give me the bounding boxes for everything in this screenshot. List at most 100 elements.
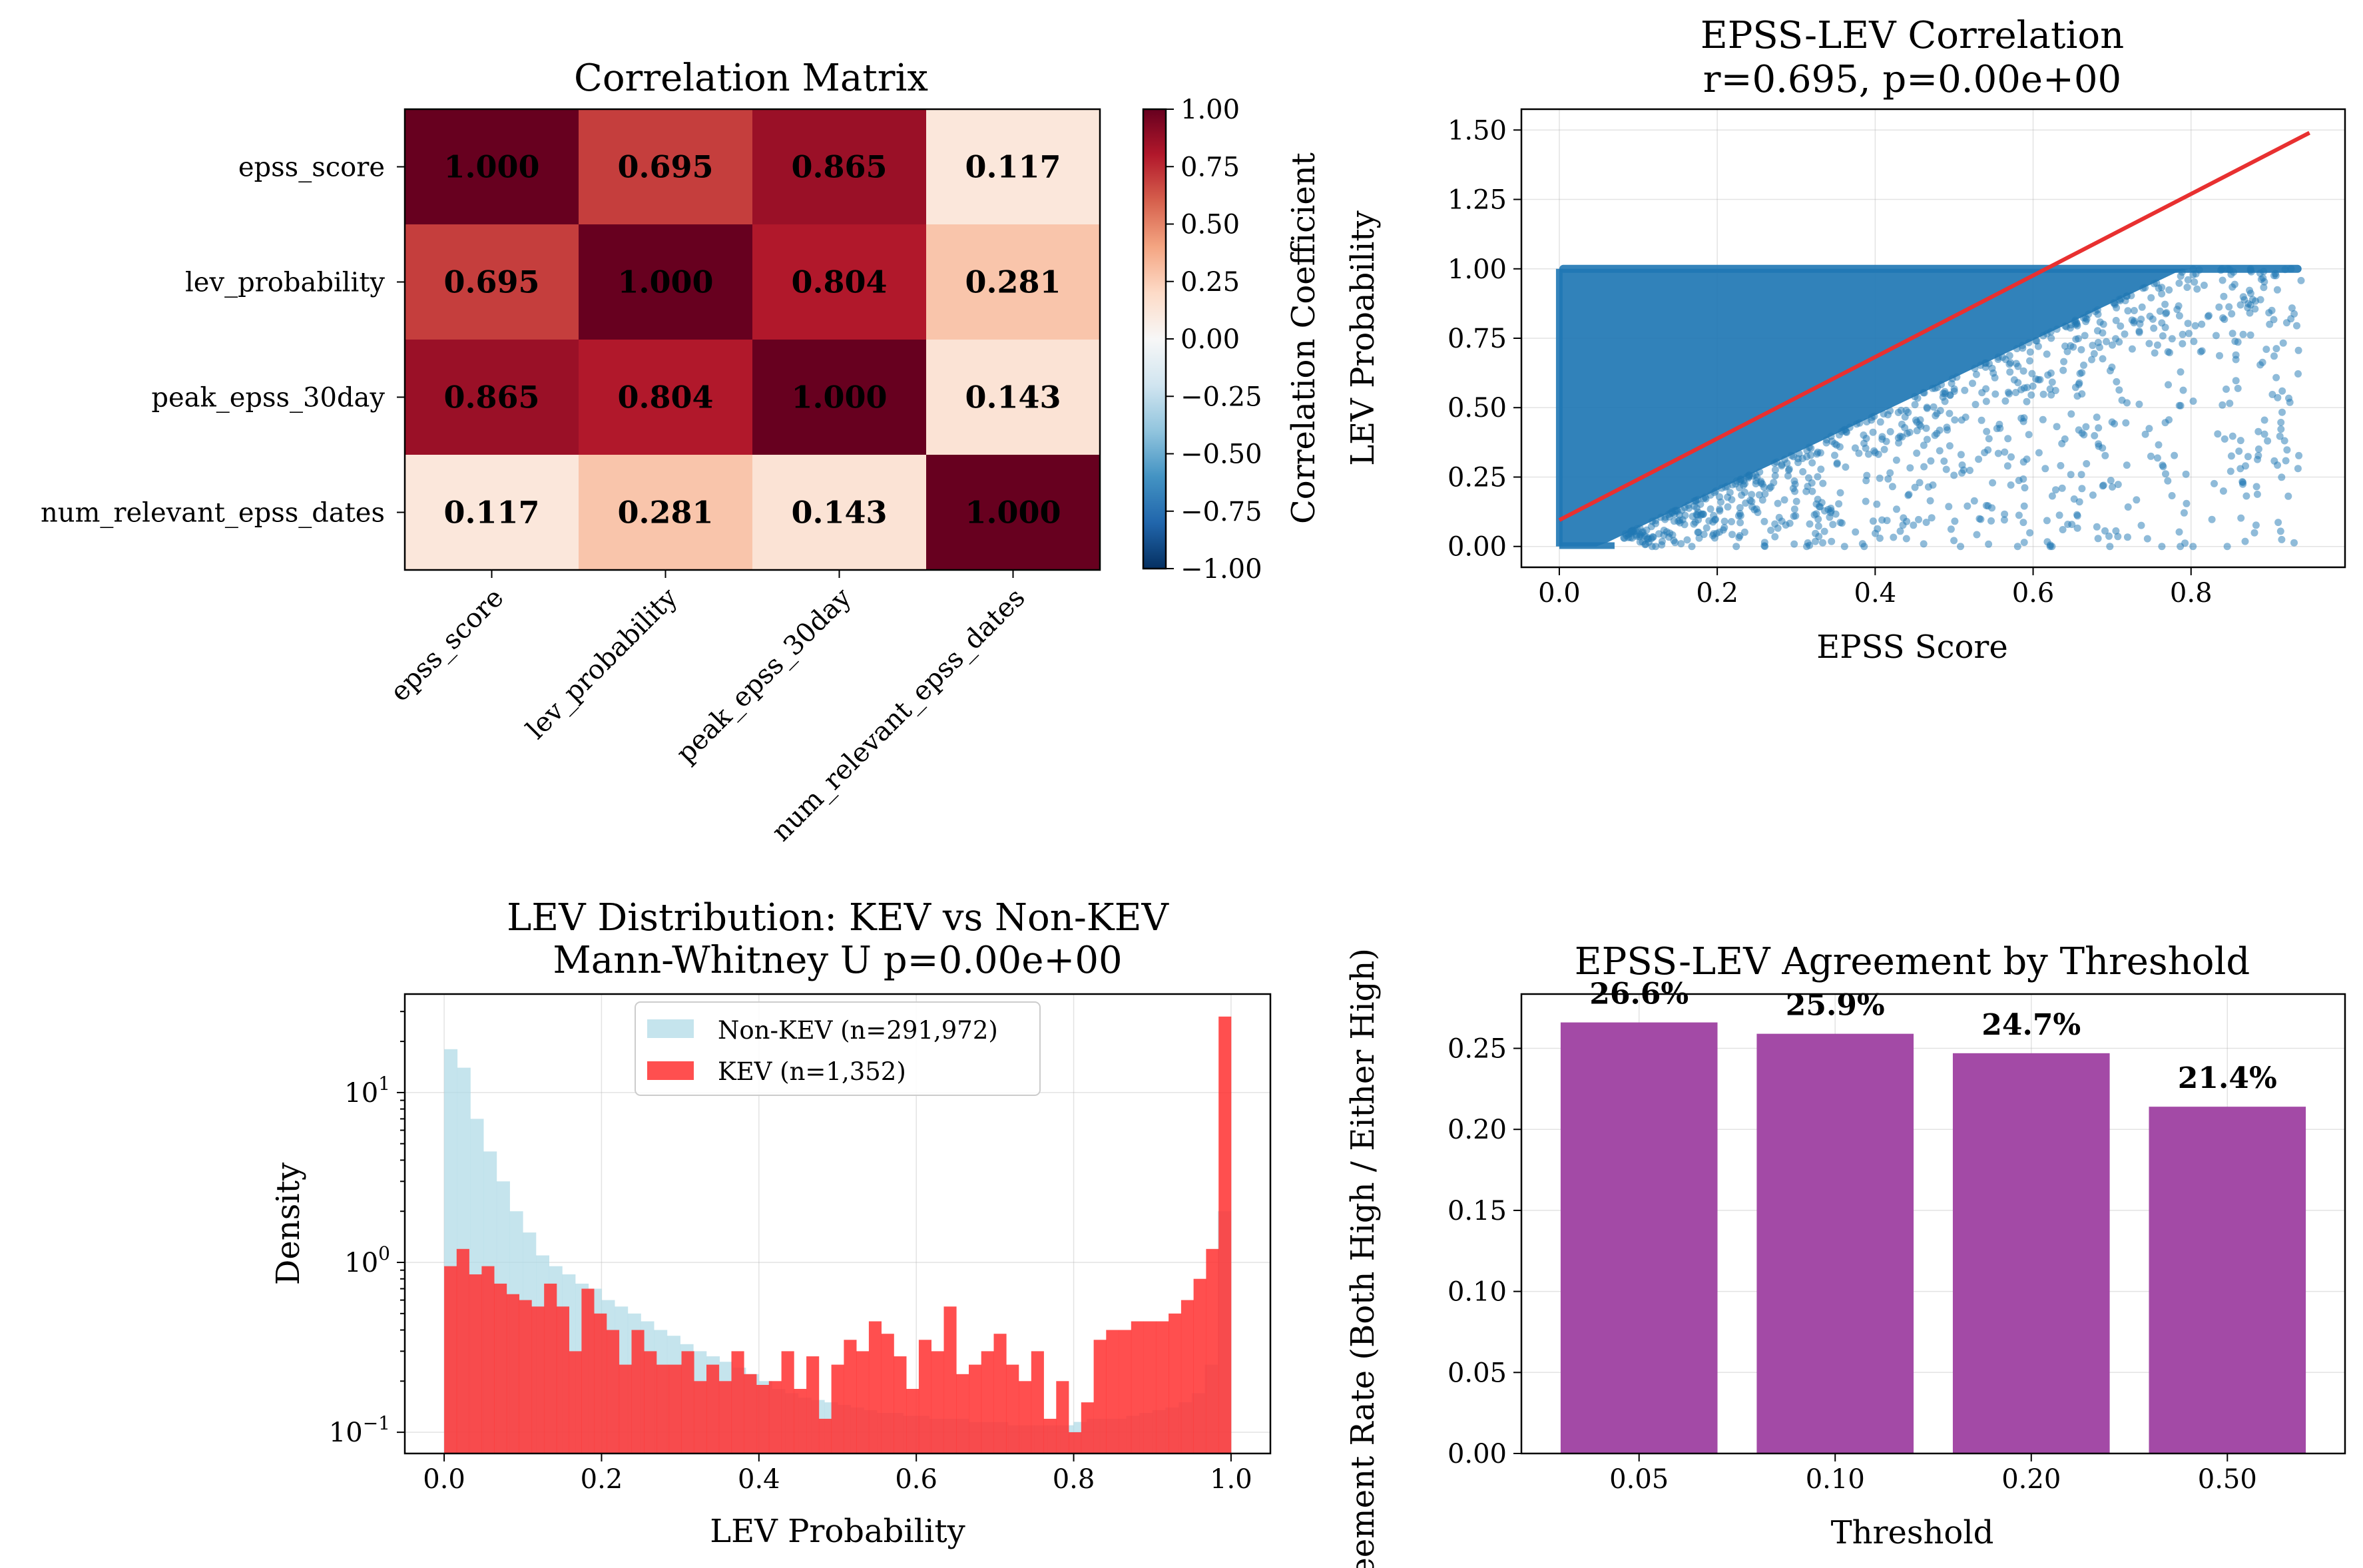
scatter-point: [2109, 341, 2116, 349]
scatter-point: [1936, 407, 1944, 415]
scatter-point: [1902, 535, 1910, 543]
scatter-point: [1676, 516, 1684, 524]
scatter-point: [2019, 475, 2027, 483]
bar-threshold-0.50: [2149, 1107, 2306, 1453]
scatter-point: [2159, 461, 2167, 469]
scatter-point: [2182, 470, 2190, 478]
scatter-point: [2280, 437, 2288, 445]
scatter-point: [2180, 509, 2188, 517]
scatter-point: [2043, 538, 2051, 546]
scatter-point: [1783, 459, 1791, 467]
bar-ytick-label: 0.10: [1447, 1277, 1507, 1308]
scatter-point: [2053, 423, 2061, 431]
scatter-point: [1671, 539, 1679, 547]
hist-bar-kev: [469, 1274, 482, 1453]
scatter-point: [1864, 450, 1872, 458]
lev-histogram-panel: LEV Distribution: KEV vs Non-KEV Mann-Wh…: [270, 896, 1272, 1550]
hist-bar-kev: [1019, 1381, 1032, 1453]
heatmap-cell-0-3: [926, 109, 1101, 225]
heatmap-cell-3-2: [752, 455, 927, 571]
scatter-point: [2061, 342, 2069, 350]
scatter-point: [2274, 519, 2282, 527]
scatter-point: [2179, 330, 2187, 338]
scatter-point: [1966, 467, 1973, 474]
scatter-point: [1835, 500, 1843, 508]
heatmap-cell-label-2-2: 1.000: [791, 380, 887, 415]
scatter-point: [1851, 444, 1859, 452]
scatter-point: [1716, 493, 1723, 501]
scatter-point: [1928, 514, 1936, 522]
scatter-point: [2274, 393, 2282, 401]
scatter-point: [2088, 356, 2095, 364]
scatter-point: [2091, 431, 2099, 439]
scatter-point: [2130, 317, 2138, 325]
scatter-point: [2095, 424, 2103, 432]
scatter-point: [2294, 370, 2302, 378]
hist-bar-kev: [581, 1288, 595, 1453]
scatter-point: [1724, 503, 1732, 511]
scatter-point: [2099, 320, 2107, 328]
scatter-point: [2183, 284, 2191, 291]
bar-bars: [1560, 1022, 2306, 1453]
heatmap-ytick-label: num_relevant_epss_dates: [41, 498, 385, 529]
scatter-point: [1941, 397, 1949, 405]
scatter-point: [2094, 535, 2102, 543]
scatter-point: [2145, 425, 2153, 433]
scatter-point: [2200, 282, 2208, 289]
scatter-regression-line: [1558, 131, 2311, 522]
hist-title-line1: LEV Distribution: KEV vs Non-KEV: [507, 896, 1169, 939]
scatter-point: [1906, 464, 1914, 472]
scatter-point: [1951, 416, 1959, 424]
hist-bar-kev: [556, 1306, 569, 1453]
scatter-point: [2043, 350, 2051, 358]
scatter-point: [1836, 519, 1844, 527]
scatter-point: [2067, 342, 2075, 350]
heatmap-cell-3-0: [405, 455, 579, 571]
scatter-point: [1913, 449, 1921, 457]
scatter-point: [1927, 457, 1935, 465]
scatter-point: [1832, 510, 1840, 518]
scatter-point: [1789, 485, 1797, 493]
scatter-point: [1896, 527, 1904, 535]
scatter-point: [1814, 522, 1822, 530]
scatter-point: [1868, 413, 1876, 421]
scatter-point: [2070, 495, 2078, 503]
hist-bar-kev: [1131, 1321, 1144, 1453]
scatter-point: [1862, 497, 1870, 505]
scatter-point: [1708, 531, 1716, 539]
colorbar-label: Correlation Coefficient: [1285, 152, 1322, 524]
scatter-point: [1842, 463, 1850, 471]
hist-bar-kev: [718, 1381, 732, 1453]
scatter-point: [2026, 357, 2033, 365]
scatter-point: [2277, 419, 2285, 426]
scatter-point: [2287, 265, 2295, 273]
scatter-point: [1833, 459, 1841, 467]
scatter-point: [1882, 437, 1890, 445]
scatter-point: [2032, 337, 2040, 345]
scatter-point: [2285, 394, 2292, 402]
scatter-point: [2071, 320, 2079, 328]
scatter-point: [1856, 419, 1864, 427]
scatter-point: [2158, 290, 2166, 298]
scatter-point: [2124, 307, 2132, 315]
scatter-point: [1942, 465, 1950, 473]
scatter-point: [2214, 430, 2222, 438]
scatter-point: [1760, 539, 1768, 547]
hist-bar-kev: [931, 1351, 944, 1453]
scatter-title-line1: EPSS-LEV Correlation: [1701, 14, 2124, 57]
bar-xtick-label: 0.20: [2001, 1464, 2061, 1495]
scatter-point: [2244, 300, 2252, 308]
scatter-point: [1627, 533, 1635, 541]
scatter-point: [1685, 504, 1693, 512]
scatter-point: [2270, 316, 2278, 324]
hist-bar-kev: [818, 1418, 832, 1453]
scatter-point: [2168, 335, 2176, 343]
scatter-point: [2216, 352, 2223, 360]
scatter-point: [2205, 312, 2213, 320]
hist-bar-kev: [744, 1374, 757, 1453]
scatter-ytick-label: 0.75: [1447, 324, 1507, 354]
scatter-point: [2058, 484, 2066, 492]
scatter-point: [2278, 408, 2286, 416]
scatter-point: [2090, 350, 2098, 358]
scatter-point: [1905, 491, 1913, 499]
